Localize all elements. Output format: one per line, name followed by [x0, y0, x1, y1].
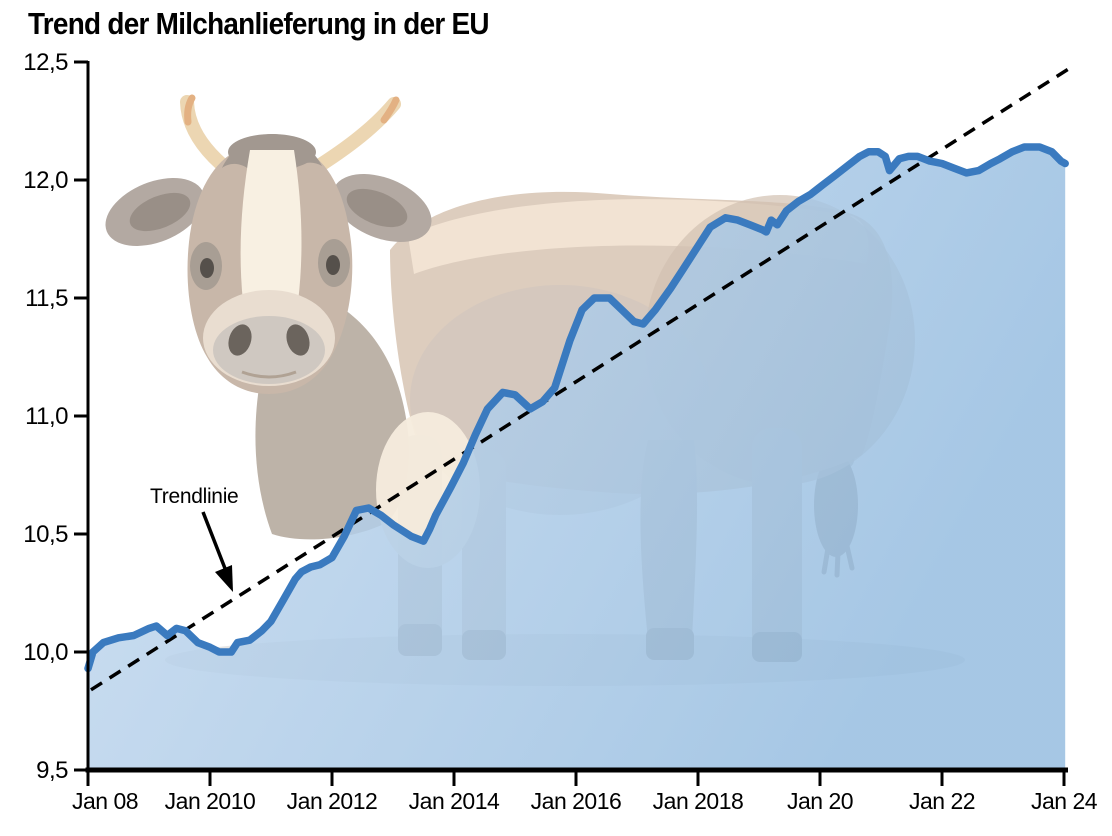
- y-tick-label: 10,0: [23, 639, 68, 666]
- x-tick-label: Jan 2014: [409, 788, 500, 814]
- y-tick-label: 12,5: [23, 49, 68, 76]
- trendline-dashed: [90, 67, 1070, 692]
- y-tick-label: 11,5: [25, 285, 68, 312]
- cow-eye-right: [326, 255, 340, 275]
- x-tick-label: Jan 20: [787, 788, 853, 814]
- cow-ear-left: [105, 178, 205, 246]
- cow-eye-left: [200, 258, 214, 278]
- cow-nostril-right: [286, 324, 310, 356]
- trendline-arrow: [201, 511, 228, 572]
- cow-ear-right: [332, 174, 432, 242]
- x-tick-label: Jan 2018: [653, 788, 744, 814]
- x-tick-label: Jan 2012: [287, 788, 378, 814]
- x-tick-label: Jan 22: [909, 788, 975, 814]
- x-tick-label: Jan 08: [72, 788, 138, 814]
- trendline-annotation-label: Trendlinie: [150, 485, 238, 508]
- x-tick-label: Jan 2016: [531, 788, 622, 814]
- cow-mouth: [241, 370, 297, 379]
- milk-area-fill: [88, 147, 1066, 770]
- trendline-annotation: Trendlinie: [150, 485, 239, 592]
- trendline-arrowhead-icon: [215, 565, 233, 592]
- axes: [74, 60, 1068, 786]
- milk-series-line: [84, 143, 1069, 673]
- x-tick-label: Jan 2010: [165, 788, 256, 814]
- y-tick-label: 10,5: [23, 521, 68, 548]
- y-tick-label: 9,5: [36, 757, 68, 784]
- chart-title: Trend der Milchanlieferung in der EU: [28, 6, 490, 41]
- cow-nostril-left: [228, 324, 252, 356]
- y-tick-label: 11,0: [25, 403, 68, 430]
- x-tick-label: Jan 24: [1031, 788, 1098, 814]
- y-tick-label: 12,0: [23, 167, 68, 194]
